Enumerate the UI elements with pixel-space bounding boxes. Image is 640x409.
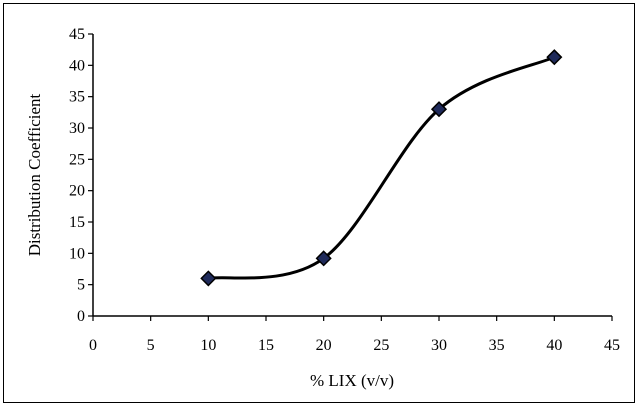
x-tick-label: 45 [604, 337, 620, 354]
x-tick-label: 10 [200, 337, 216, 354]
y-tick-label: 0 [77, 308, 85, 325]
series-line [208, 55, 555, 280]
y-tick-label: 40 [69, 57, 85, 74]
x-tick-label: 20 [316, 337, 332, 354]
y-tick-label: 35 [69, 89, 85, 106]
y-tick-label: 15 [69, 214, 85, 231]
data-point-marker [430, 101, 448, 118]
y-tick-label: 5 [77, 277, 85, 294]
axes [92, 34, 612, 317]
chart-frame [3, 3, 635, 403]
x-axis-title: % LIX (v/v) [310, 371, 394, 390]
x-tick-label: 5 [147, 337, 155, 354]
x-tick-label: 30 [431, 337, 447, 354]
y-tick-label: 20 [69, 183, 85, 200]
ticks: 0 5 10 15 20 25 30 35 40 45 0 5 10 15 20 25 30 35 40 45 [69, 26, 620, 354]
series [200, 49, 563, 287]
y-tick-label: 30 [69, 120, 85, 137]
data-point-marker [200, 270, 217, 287]
x-tick-label: 15 [258, 337, 274, 354]
data-point-marker [315, 250, 332, 267]
x-tick-label: 40 [546, 337, 562, 354]
x-tick-label: 0 [89, 337, 97, 354]
data-point-marker [546, 49, 563, 66]
y-axis-title: Distribution Coefficient [25, 93, 44, 256]
x-tick-label: 25 [373, 337, 389, 354]
y-tick-label: 25 [69, 151, 85, 168]
x-tick-label: 35 [489, 337, 505, 354]
y-tick-label: 10 [69, 245, 85, 262]
y-tick-label: 45 [69, 26, 85, 43]
